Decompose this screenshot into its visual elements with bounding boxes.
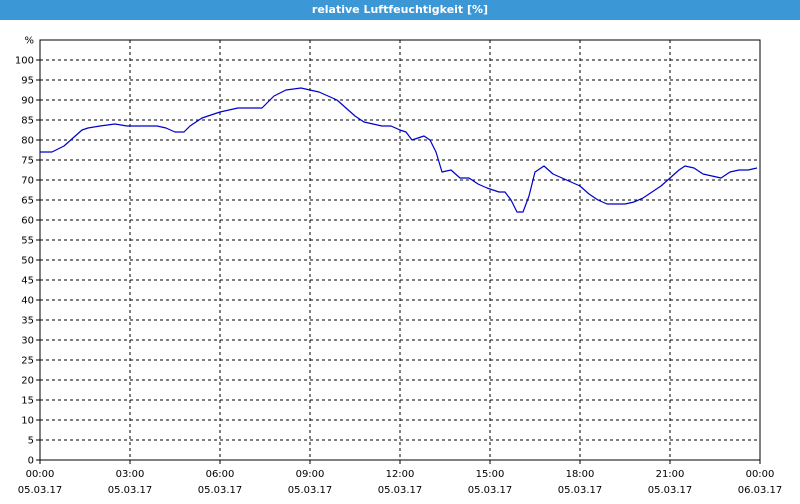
x-tick-date-label: 05.03.17 — [288, 485, 333, 496]
x-tick-time-label: 21:00 — [656, 469, 685, 480]
y-tick-label: 100 — [15, 56, 34, 67]
x-tick-date-label: 05.03.17 — [468, 485, 513, 496]
y-tick-label: 25 — [21, 356, 34, 367]
y-tick-label: 30 — [21, 336, 34, 347]
x-tick-date-label: 05.03.17 — [648, 485, 693, 496]
x-tick-date-label: 06.03.17 — [738, 485, 783, 496]
y-tick-label: 95 — [21, 76, 34, 87]
y-tick-label: 80 — [21, 136, 34, 147]
x-tick-time-label: 03:00 — [116, 469, 145, 480]
y-tick-label: 65 — [21, 196, 34, 207]
y-tick-label: 90 — [21, 96, 34, 107]
y-tick-label: 70 — [21, 176, 34, 187]
grid-layer — [40, 40, 760, 460]
x-tick-time-label: 00:00 — [26, 469, 55, 480]
x-tick-time-label: 12:00 — [386, 469, 415, 480]
y-tick-label: 15 — [21, 396, 34, 407]
plot-frame — [39, 39, 761, 461]
x-tick-date-label: 05.03.17 — [18, 485, 63, 496]
y-tick-label: 40 — [21, 296, 34, 307]
x-tick-time-label: 06:00 — [206, 469, 235, 480]
y-tick-label: 75 — [21, 156, 34, 167]
y-tick-label: 20 — [21, 376, 34, 387]
x-tick-time-label: 00:00 — [746, 469, 775, 480]
x-tick-date-label: 05.03.17 — [378, 485, 423, 496]
y-tick-label: 5 — [28, 436, 34, 447]
x-tick-time-label: 15:00 — [476, 469, 505, 480]
chart-title: relative Luftfeuchtigkeit [%] — [0, 0, 800, 20]
x-tick-date-label: 05.03.17 — [198, 485, 243, 496]
series-layer — [40, 87, 758, 213]
y-tick-label: 45 — [21, 276, 34, 287]
chart-area: 0 5 10 15 20 25 30 35 40 45 50 55 60 65 70 75 80 85 90 95 10… — [0, 20, 800, 500]
y-axis-label: % — [24, 36, 34, 47]
label-layer: 0 5 10 15 20 25 30 35 40 45 50 55 60 65 70 75 80 85 90 95 10… — [15, 36, 782, 497]
x-tick-date-label: 05.03.17 — [108, 485, 153, 496]
y-tick-label: 35 — [21, 316, 34, 327]
x-tick-time-label: 09:00 — [296, 469, 325, 480]
y-tick-label: 10 — [21, 416, 34, 427]
axis-layer — [36, 39, 761, 464]
y-tick-label: 50 — [21, 256, 34, 267]
y-tick-label: 60 — [21, 216, 34, 227]
y-tick-label: 55 — [21, 236, 34, 247]
x-tick-date-label: 05.03.17 — [558, 485, 603, 496]
x-tick-time-label: 18:00 — [566, 469, 595, 480]
y-tick-label: 85 — [21, 116, 34, 127]
humidity-series-line — [40, 87, 758, 213]
humidity-line-chart: 0 5 10 15 20 25 30 35 40 45 50 55 60 65 70 75 80 85 90 95 10… — [15, 36, 782, 497]
y-tick-label: 0 — [28, 456, 34, 467]
